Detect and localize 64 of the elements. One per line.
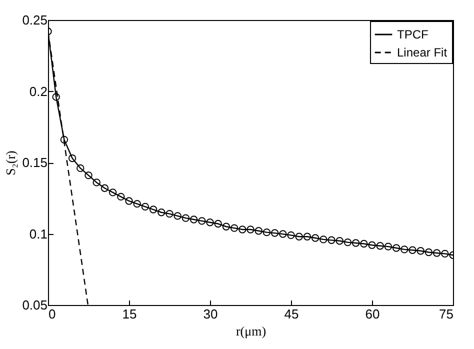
y-tick-label: 0.15 [22,155,48,170]
point [303,232,312,240]
point [262,228,271,236]
point [270,229,279,237]
point [141,202,150,211]
point [279,230,287,238]
point [432,249,441,257]
point [182,214,190,222]
point [158,208,166,216]
point [416,247,424,255]
point [60,136,68,144]
y-tick-label: 0.05 [22,298,48,312]
point [206,218,214,226]
point [108,188,117,196]
x-tick-label: 0 [48,306,56,322]
point [254,227,262,235]
point [133,200,141,208]
point [198,217,206,225]
point [68,154,76,162]
point [424,248,433,256]
point [311,234,320,242]
point [76,164,84,172]
point [214,220,222,228]
legend-label: Linear Fit [397,46,448,60]
point [84,171,92,180]
point [190,216,198,224]
y-tick-label: 0.1 [29,226,48,242]
x-tick-label: 75 [439,306,454,322]
x-tick-label: 45 [284,306,299,322]
point [320,236,328,244]
x-tick-label: 15 [122,306,137,322]
point [392,244,400,252]
point [441,250,449,258]
point [52,93,60,101]
point [295,232,303,240]
point [125,197,133,205]
point [117,192,125,201]
point [376,242,384,250]
point [92,178,100,186]
point [238,226,246,234]
x-tick-label: 60 [365,306,380,322]
legend-label: TPCF [397,28,428,42]
point [328,236,336,244]
point [336,237,344,245]
point [384,242,392,250]
y-tick-label: 0.25 [22,12,48,28]
point [287,231,295,240]
point [400,246,408,254]
point [174,212,182,220]
point [246,226,254,234]
point [360,240,368,248]
y-tick-label: 0.2 [29,84,48,99]
point [230,224,238,232]
point [100,184,109,192]
point [368,241,376,249]
point [149,206,158,214]
x-axis-title: r(μm) [236,324,266,338]
point [408,246,416,254]
point [344,238,352,246]
x-tick-label: 30 [203,306,218,322]
point [352,239,360,247]
y-axis-title: S₂(r) [3,150,18,176]
point [166,210,174,218]
point [222,222,230,230]
